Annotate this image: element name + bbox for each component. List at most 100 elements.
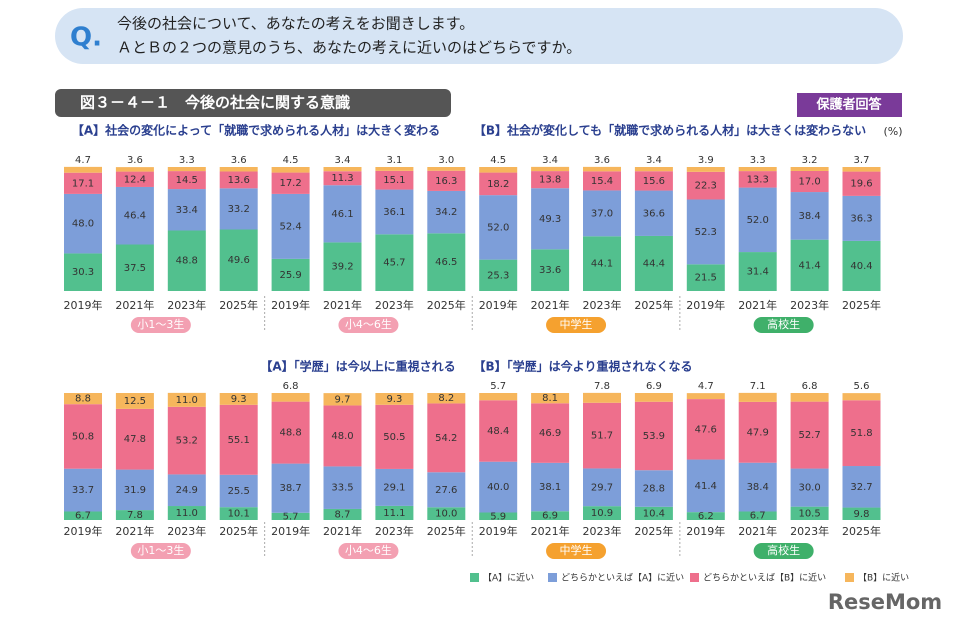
x-tick-label: 2025年: [219, 298, 258, 312]
bar-segment: [738, 252, 777, 291]
bar-segment: [531, 188, 570, 250]
respondent: 保護者回答: [815, 97, 882, 113]
bar-segment: [115, 167, 154, 172]
chart-heading: 【A】「学歴」は今以上に重視される: [260, 359, 455, 374]
bar-segment: [427, 507, 466, 520]
legend-swatch: [845, 573, 854, 582]
value-label: 36.3: [850, 213, 872, 224]
bar-segment: [686, 393, 725, 400]
value-label: 8.2: [438, 393, 454, 404]
value-label: 3.1: [386, 155, 402, 166]
bar-segment: [738, 392, 777, 402]
bar-segment: [790, 393, 829, 402]
bar-segment: [479, 167, 518, 173]
bar-segment: [375, 167, 414, 171]
value-label: 29.7: [591, 482, 613, 493]
group-label: 小4～6生: [345, 543, 392, 557]
bar-segment: [842, 507, 881, 520]
value-label: 15.6: [643, 176, 665, 187]
value-label: 24.9: [176, 485, 198, 496]
bar-segment: [271, 393, 310, 402]
x-tick-label: 2021年: [115, 298, 154, 312]
x-tick-label: 2023年: [167, 524, 206, 538]
value-label: 33.6: [539, 265, 561, 276]
x-tick-label: 2021年: [531, 298, 570, 312]
value-label: 9.3: [386, 394, 402, 405]
bar-segment: [115, 469, 154, 511]
value-label: 6.9: [542, 511, 558, 522]
value-label: 53.2: [176, 436, 198, 447]
bar-segment: [738, 187, 777, 253]
legend-label: 【A】に近い: [483, 572, 534, 584]
bar-segment: [167, 230, 206, 291]
bar-segment: [64, 172, 102, 194]
x-tick-label: 2023年: [375, 298, 414, 312]
bar-segment: [842, 195, 881, 241]
bar-segment: [686, 199, 725, 265]
bar-segment: [842, 393, 881, 401]
value-label: 3.7: [854, 155, 870, 166]
bar-segment: [790, 167, 829, 171]
value-label: 18.2: [487, 179, 509, 190]
bar-segment: [271, 193, 310, 259]
value-label: 5.9: [490, 511, 506, 522]
x-tick-label: 2025年: [634, 524, 673, 538]
bar-segment: [219, 404, 258, 475]
value-label: 36.1: [383, 207, 405, 218]
bar-segment: [634, 401, 673, 471]
group-pill: [338, 543, 399, 559]
bar-segment: [583, 171, 621, 191]
bar-segment: [271, 463, 310, 513]
value-label: 30.3: [72, 267, 94, 278]
x-tick-label: 2019年: [271, 524, 310, 538]
value-label: 38.4: [798, 211, 820, 222]
value-label: 3.6: [127, 155, 143, 166]
bar-segment: [738, 167, 777, 172]
value-label: 3.4: [542, 155, 558, 166]
group-pill: [753, 543, 814, 559]
watermark: ReseMom: [828, 590, 942, 614]
bar-segment: [738, 462, 777, 512]
value-label: 47.6: [695, 424, 717, 435]
group-pill: [546, 543, 607, 559]
value-label: 11.3: [331, 173, 353, 184]
value-label: 11.0: [176, 395, 198, 406]
value-label: 13.3: [747, 174, 769, 185]
bar-segment: [375, 505, 414, 520]
group-label: 中学生: [560, 543, 593, 557]
value-label: 51.7: [591, 431, 613, 442]
bar-segment: [323, 466, 362, 509]
bar-segment: [323, 405, 362, 467]
value-label: 30.0: [798, 483, 820, 494]
group-pill: [338, 317, 399, 333]
bar-segment: [479, 259, 518, 291]
value-label: 17.2: [279, 178, 301, 189]
value-label: 9.8: [854, 509, 870, 520]
bar-segment: [479, 393, 518, 401]
bar-segment: [686, 459, 725, 513]
bar-segment: [64, 404, 102, 469]
bar-segment: [64, 511, 102, 520]
value-label: 37.5: [124, 263, 146, 274]
bar-segment: [479, 172, 518, 196]
bar-segment: [64, 468, 102, 512]
bar-segment: [271, 167, 310, 173]
bar-segment: [219, 393, 258, 405]
bar-segment: [271, 172, 310, 194]
value-label: 48.8: [279, 428, 301, 439]
bar-segment: [583, 190, 621, 237]
group-pill: [753, 317, 814, 333]
bar-segment: [219, 229, 258, 291]
bar-segment: [115, 244, 154, 291]
value-label: 52.7: [798, 430, 820, 441]
x-tick-label: 2025年: [842, 298, 881, 312]
value-label: 46.5: [435, 257, 457, 268]
bar-segment: [323, 508, 362, 520]
bar-segment: [427, 167, 466, 171]
value-label: 51.8: [850, 428, 872, 439]
value-label: 52.0: [747, 215, 769, 226]
x-tick-label: 2023年: [375, 524, 414, 538]
x-tick-label: 2019年: [64, 524, 103, 538]
bar-segment: [219, 188, 258, 230]
bar-segment: [64, 166, 102, 173]
